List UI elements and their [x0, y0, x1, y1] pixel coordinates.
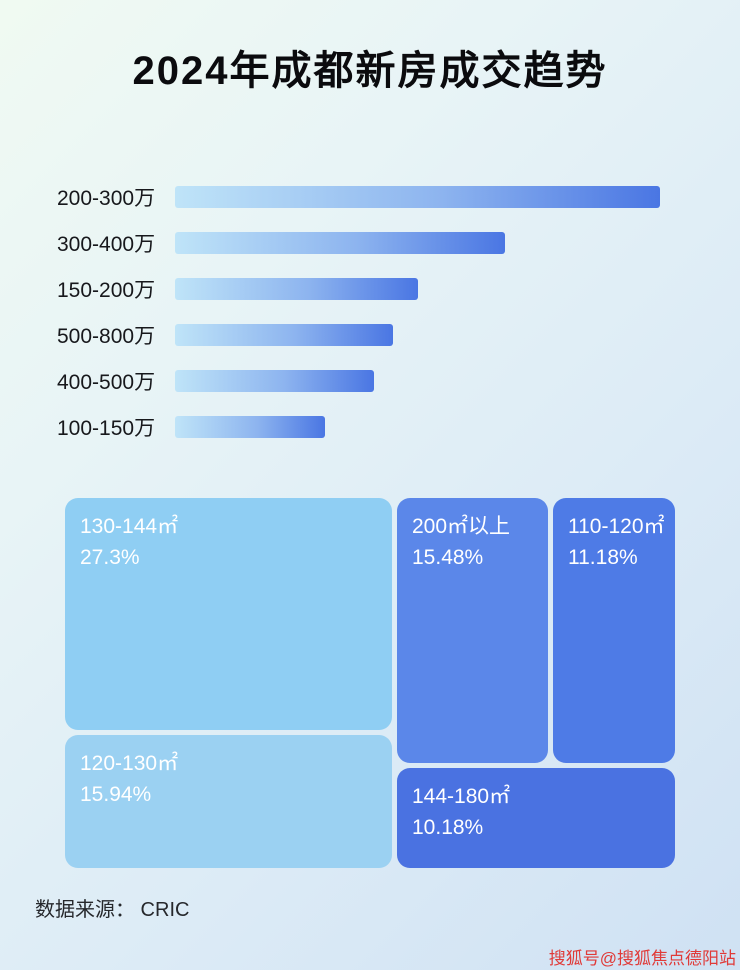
treemap-value: 10.18% [412, 816, 484, 839]
bar-label: 150-200万 [57, 279, 156, 302]
treemap-block: 120-130㎡ 15.94% [65, 735, 392, 868]
bar [175, 370, 374, 392]
bar-label: 200-300万 [57, 187, 156, 210]
treemap-block: 200㎡以上 15.48% [397, 498, 548, 763]
bar-label: 400-500万 [57, 371, 156, 394]
bar-label: 500-800万 [57, 325, 156, 348]
bar-label: 100-150万 [57, 417, 156, 440]
treemap-block: 130-144㎡ 27.3% [65, 498, 392, 730]
bar-row: 200-300万 [57, 174, 687, 220]
bar-row: 500-800万 [57, 312, 687, 358]
treemap-value: 11.18% [568, 546, 638, 569]
treemap-block: 110-120㎡ 11.18% [553, 498, 675, 763]
treemap-value: 27.3% [80, 546, 140, 569]
treemap-label: 200㎡以上 [412, 515, 511, 538]
bar [175, 232, 505, 254]
bar-row: 400-500万 [57, 358, 687, 404]
treemap-value: 15.94% [80, 783, 152, 806]
bar-row: 300-400万 [57, 220, 687, 266]
treemap-label: 110-120㎡ [568, 515, 665, 538]
treemap-label: 120-130㎡ [80, 752, 179, 775]
area-treemap: 130-144㎡ 27.3% 200㎡以上 15.48% 110-120㎡ 11… [65, 498, 675, 868]
data-source-label: 数据来源： CRIC [35, 899, 190, 921]
treemap-value: 15.48% [412, 546, 484, 569]
bar-row: 100-150万 [57, 404, 687, 450]
bar [175, 324, 393, 346]
watermark-text: 搜狐号@搜狐焦点德阳站 [548, 949, 736, 968]
bar [175, 186, 660, 208]
bar-label: 300-400万 [57, 233, 156, 256]
page-title: 2024年成都新房成交趋势 [132, 49, 608, 93]
treemap-label: 144-180㎡ [412, 785, 511, 808]
bar [175, 278, 418, 300]
bar [175, 416, 325, 438]
bar-row: 150-200万 [57, 266, 687, 312]
price-band-bar-chart: 200-300万 300-400万 150-200万 500-800万 400-… [57, 174, 687, 450]
treemap-label: 130-144㎡ [80, 515, 179, 538]
treemap-block: 144-180㎡ 10.18% [397, 768, 675, 868]
